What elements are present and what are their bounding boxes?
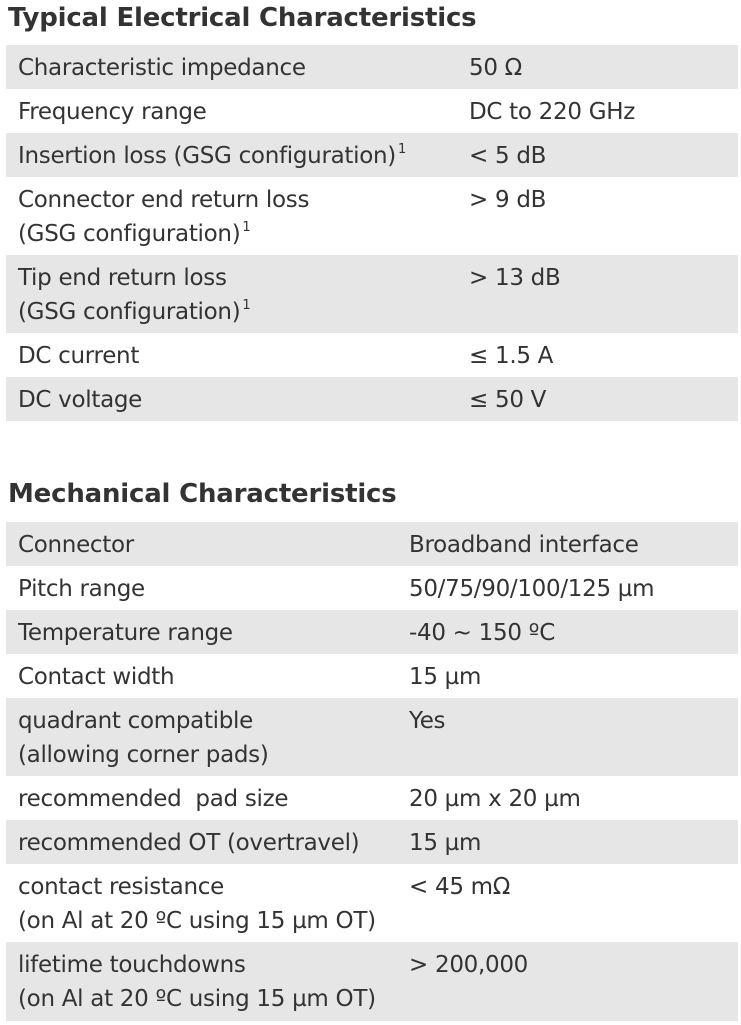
table-row: DC voltage ≤ 50 V xyxy=(6,377,738,421)
electrical-characteristics-table: Characteristic impedance 50 Ω Frequency … xyxy=(6,45,738,421)
table-row: Contact width 15 µm xyxy=(6,654,738,698)
spec-label: quadrant compatible (allowing corner pads… xyxy=(18,708,269,768)
spec-label: DC current xyxy=(18,343,140,369)
table-row: quadrant compatible (allowing corner pads… xyxy=(6,698,738,776)
spec-value: -40 ~ 150 ºC xyxy=(409,620,555,646)
spec-label: Tip end return loss (GSG configuration) 1 xyxy=(18,265,251,325)
spec-value: 15 µm xyxy=(409,664,482,690)
spec-label: Connector xyxy=(18,532,134,558)
table-row: Characteristic impedance 50 Ω xyxy=(6,45,738,89)
spec-label: Temperature range xyxy=(18,620,233,646)
spec-label: Connector end return loss (GSG configurat… xyxy=(18,187,310,247)
table-row: recommended pad size 20 µm x 20 µm xyxy=(6,776,738,820)
mechanical-characteristics-table: Connector Broadband interface Pitch rang… xyxy=(6,522,738,1021)
spec-label: Characteristic impedance xyxy=(18,55,306,81)
table-row: Connector Broadband interface xyxy=(6,522,738,566)
spec-value: > 200,000 xyxy=(409,952,528,978)
spec-label: Contact width xyxy=(18,664,175,690)
footnote-marker: 1 xyxy=(242,298,251,313)
footnote-marker: 1 xyxy=(397,142,406,157)
table-row: Connector end return loss (GSG configurat… xyxy=(6,177,738,255)
spec-label: DC voltage xyxy=(18,387,143,413)
spec-label: lifetime touchdowns (on Al at 20 ºC using… xyxy=(18,952,376,1012)
table-row: lifetime touchdowns (on Al at 20 ºC using… xyxy=(6,942,738,1021)
spec-value: Yes xyxy=(409,708,446,734)
table-row: recommended OT (overtravel) 15 µm xyxy=(6,820,738,864)
spec-label: Insertion loss (GSG configuration) 1 xyxy=(18,142,406,169)
spec-label: Pitch range xyxy=(18,576,145,602)
mechanical-section-title: Mechanical Characteristics xyxy=(8,479,397,509)
spec-value: 50/75/90/100/125 µm xyxy=(409,576,655,602)
table-row: Pitch range 50/75/90/100/125 µm xyxy=(6,566,738,610)
spec-value: < 45 mΩ xyxy=(409,874,511,900)
footnote-marker: 1 xyxy=(242,220,251,235)
table-row: DC current ≤ 1.5 A xyxy=(6,333,738,377)
spec-value: ≤ 50 V xyxy=(469,387,547,413)
table-row: Tip end return loss (GSG configuration) 1 … xyxy=(6,255,738,333)
spec-value: > 9 dB xyxy=(469,187,547,213)
spec-value: ≤ 1.5 A xyxy=(469,343,554,369)
spec-value: 50 Ω xyxy=(469,55,522,81)
spec-label: recommended pad size xyxy=(18,786,289,812)
spec-value: DC to 220 GHz xyxy=(469,99,635,125)
spec-label: Frequency range xyxy=(18,99,207,125)
spec-value: > 13 dB xyxy=(469,265,561,291)
spec-value: Broadband interface xyxy=(409,532,639,558)
spec-value: 15 µm xyxy=(409,830,482,856)
electrical-section-title: Typical Electrical Characteristics xyxy=(8,3,477,33)
table-row: Temperature range -40 ~ 150 ºC xyxy=(6,610,738,654)
table-row: Frequency range DC to 220 GHz xyxy=(6,89,738,133)
spec-label: recommended OT (overtravel) xyxy=(18,830,360,856)
table-row: Insertion loss (GSG configuration) 1 < 5 … xyxy=(6,133,738,177)
table-row: contact resistance (on Al at 20 ºC using … xyxy=(6,864,738,942)
spec-label: contact resistance (on Al at 20 ºC using … xyxy=(18,874,376,934)
spec-value: 20 µm x 20 µm xyxy=(409,786,581,812)
spec-value: < 5 dB xyxy=(469,143,547,169)
